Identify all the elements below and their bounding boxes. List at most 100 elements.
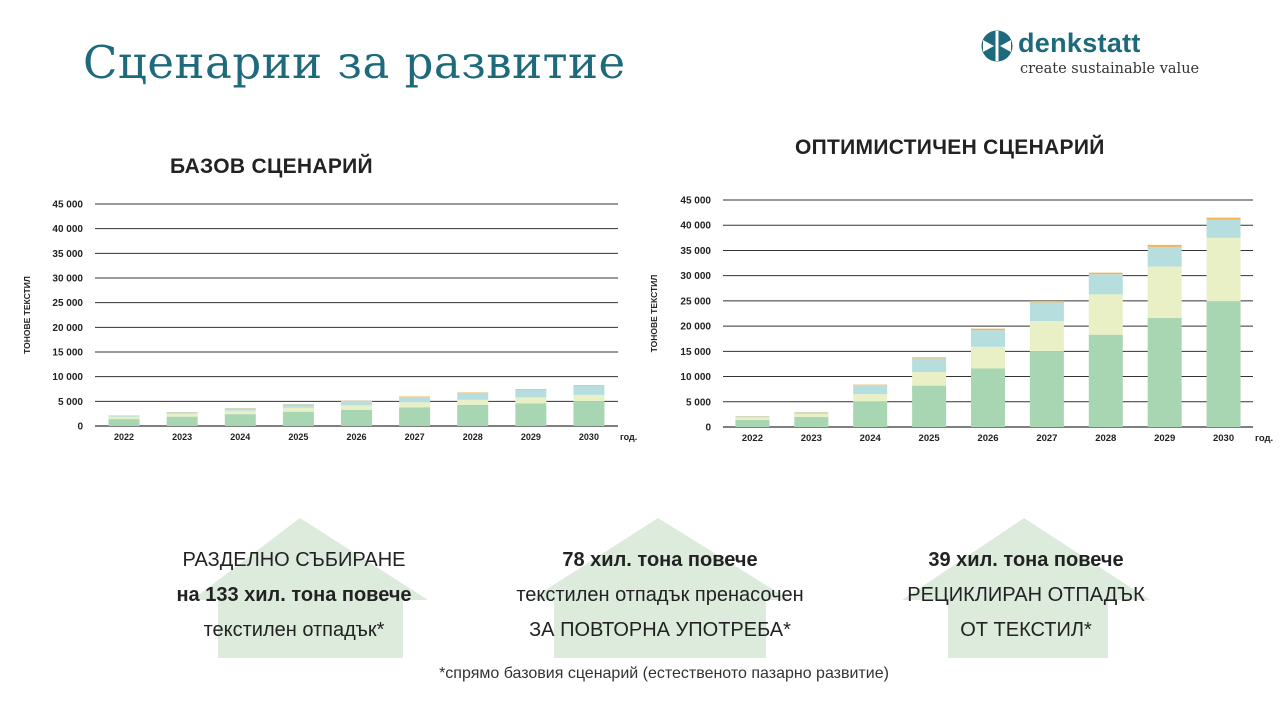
bar-segment — [912, 358, 947, 373]
bar-segment — [1029, 300, 1064, 303]
bar-segment — [573, 385, 605, 395]
bar-segment — [515, 389, 547, 398]
bar-segment — [1206, 237, 1241, 302]
logo-name: denkstatt — [1018, 28, 1141, 58]
y-tick-label: 10 000 — [680, 372, 711, 383]
denkstatt-logo-icon — [981, 30, 1013, 62]
bar-segment — [1029, 321, 1064, 352]
x-tick-label: 2026 — [977, 433, 998, 444]
bar-segment — [735, 417, 770, 420]
arrow-1-line-2: на 133 хил. тона повече — [176, 584, 412, 606]
arrow-3-line-1: 39 хил. тона повече — [928, 549, 1124, 571]
x-tick-label: 2023 — [801, 433, 822, 444]
bar-segment — [735, 419, 770, 427]
x-tick-label: 2029 — [1154, 433, 1175, 444]
y-tick-label: 40 000 — [680, 221, 711, 232]
footnote: *спрямо базовия сценарий (естественото п… — [439, 665, 889, 682]
bar-segment — [1206, 219, 1241, 238]
bar-segment — [1147, 318, 1182, 427]
bar-segment — [794, 413, 829, 417]
bar-segment — [341, 409, 372, 426]
bar-segment — [1147, 246, 1182, 267]
bar-segment — [1029, 302, 1064, 322]
chart-title-optimistic: ОПТИМИСТИЧЕН СЦЕНАРИЙ — [795, 136, 1105, 159]
x-tick-label: 2022 — [742, 433, 763, 444]
bar-segment — [1088, 334, 1123, 427]
x-unit-label: год. — [620, 432, 637, 442]
bar-segment — [108, 416, 140, 420]
arrow-2-line-2: текстилен отпадък пренасочен — [516, 584, 804, 606]
logo-tagline: create sustainable value — [1020, 61, 1200, 77]
bar-segment — [971, 330, 1005, 347]
bar-segment — [282, 411, 314, 426]
y-tick-label: 35 000 — [680, 246, 711, 257]
arrow-2-line-3: ЗА ПОВТОРНА УПОТРЕБА* — [529, 619, 791, 641]
arrow-1-line-1: РАЗДЕЛНО СЪБИРАНЕ — [182, 549, 406, 571]
bar-segment — [735, 416, 770, 418]
y-tick-label: 0 — [77, 422, 83, 433]
bar-segment — [1088, 272, 1123, 275]
x-tick-label: 2026 — [346, 432, 366, 442]
arrow-text-separate-collection: РАЗДЕЛНО СЪБИРАНЕ на 133 хил. тона повеч… — [154, 543, 434, 648]
y-axis-label: ТОНОВЕ ТЕКСТИЛ — [649, 275, 659, 353]
arrow-reuse — [530, 518, 790, 658]
bar-segment — [971, 346, 1005, 369]
y-tick-label: 20 000 — [52, 323, 83, 334]
bar-segment — [515, 397, 547, 404]
bar-segment — [971, 368, 1005, 427]
bar-segment — [971, 328, 1005, 331]
bar-segment — [1147, 244, 1182, 247]
bar-segment — [457, 399, 489, 405]
bar-segment — [1206, 301, 1241, 427]
denkstatt-logo: denkstatt create sustainable value — [980, 28, 1220, 84]
x-tick-label: 2024 — [860, 433, 882, 444]
arrow-text-recycling: 39 хил. тона повече РЕЦИКЛИРАН ОТПАДЪК О… — [876, 543, 1176, 648]
y-tick-label: 45 000 — [680, 196, 711, 207]
x-tick-label: 2029 — [521, 432, 541, 442]
bar-segment — [1088, 294, 1123, 335]
bar-segment — [1088, 274, 1123, 295]
y-tick-label: 45 000 — [52, 200, 83, 211]
arrow-text-reuse: 78 хил. тона повече текстилен отпадък пр… — [500, 543, 820, 648]
arrow-1-line-3: текстилен отпадък* — [203, 619, 385, 641]
x-unit-label: год. — [1255, 433, 1273, 444]
y-tick-label: 10 000 — [52, 372, 83, 383]
bar-segment — [573, 394, 605, 402]
y-tick-label: 30 000 — [52, 274, 83, 285]
y-tick-label: 5 000 — [58, 397, 83, 408]
bar-segment — [166, 416, 198, 426]
optimistic-scenario-chart: 0 5 000 10 000 15 000 20 000 25 000 30 000 35 0… — [649, 196, 1273, 445]
bar-segment — [515, 403, 547, 426]
x-tick-label: 2027 — [1036, 433, 1057, 444]
y-tick-label: 0 — [705, 423, 711, 434]
y-tick-label: 25 000 — [52, 298, 83, 309]
bar-segment — [224, 410, 256, 415]
bar-segment — [1147, 266, 1182, 319]
bar-segment — [853, 385, 888, 395]
bar-segment — [166, 412, 198, 414]
x-tick-label: 2027 — [405, 432, 425, 442]
arrow-3-line-3: ОТ ТЕКСТИЛ* — [960, 619, 1092, 641]
y-tick-label: 15 000 — [52, 348, 83, 359]
bar-segment — [912, 372, 947, 386]
x-tick-label: 2025 — [919, 433, 941, 444]
bar-segment — [341, 400, 372, 406]
bar-segment — [282, 404, 314, 408]
x-tick-label: 2028 — [463, 432, 483, 442]
bar-segment — [794, 412, 829, 414]
y-axis-label: ТОНОВЕ ТЕКСТИЛ — [22, 276, 32, 354]
arrow-3-line-2: РЕЦИКЛИРАН ОТПАДЪК — [907, 584, 1145, 606]
bar-segment — [399, 396, 431, 403]
bar-segment — [1029, 351, 1064, 427]
bar-segment — [853, 384, 888, 386]
bar-segment — [912, 357, 947, 359]
bar-segment — [794, 416, 829, 427]
bar-segment — [853, 401, 888, 427]
bar-segment — [224, 408, 256, 411]
bar-segment — [853, 394, 888, 402]
y-tick-label: 40 000 — [52, 224, 83, 235]
y-tick-label: 20 000 — [680, 322, 711, 333]
chart-title-baseline: БАЗОВ СЦЕНАРИЙ — [170, 155, 373, 178]
bar-segment — [573, 401, 605, 426]
bar-segment — [399, 402, 431, 408]
